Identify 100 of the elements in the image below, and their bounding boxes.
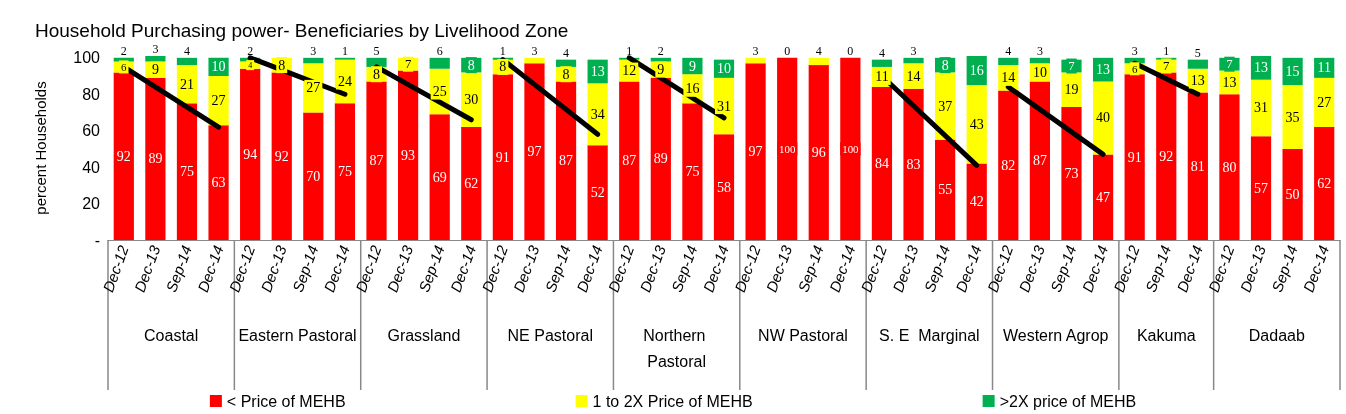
data-label: 92	[274, 148, 289, 164]
data-label: 62	[464, 176, 479, 192]
data-label: 42	[969, 194, 984, 210]
data-label: 94	[243, 146, 258, 162]
y-tick-label: 80	[82, 85, 101, 103]
x-tick-label: Dec-12	[99, 242, 133, 295]
data-label: 2	[247, 43, 254, 58]
data-label: 87	[559, 153, 574, 169]
data-label: 57	[1254, 180, 1269, 196]
data-label: 11	[875, 69, 889, 85]
data-label: 34	[590, 106, 605, 122]
data-label: 70	[306, 168, 321, 184]
text: Coastal	[144, 326, 199, 344]
data-label: 97	[527, 144, 542, 160]
data-label: 21	[179, 76, 194, 92]
x-tick-label: Sep-14	[288, 243, 322, 295]
data-label: 8	[499, 59, 507, 75]
data-label: 8	[562, 66, 570, 82]
chart-title: Household Purchasing power- Beneficiaries by Livelihood Zone	[35, 20, 569, 41]
data-label: 1	[1163, 43, 1170, 58]
x-tick-label: Dec-14	[1299, 243, 1333, 295]
data-label: 31	[717, 98, 731, 114]
data-label: 0	[784, 43, 791, 58]
data-label: 13	[590, 63, 605, 79]
data-label: 4	[1005, 43, 1012, 58]
x-tick-label: Dec-12	[1110, 242, 1143, 295]
text: NE Pastoral	[507, 326, 593, 344]
data-label: 92	[1159, 148, 1174, 164]
data-label: 89	[653, 151, 668, 167]
y-tick-label: 60	[82, 122, 101, 140]
data-label: 13	[1096, 62, 1111, 78]
data-label: 10	[1032, 64, 1047, 80]
x-tick-label: Dec-14	[825, 243, 859, 295]
data-label: 87	[1032, 153, 1047, 169]
data-label: 50	[1285, 186, 1300, 202]
data-label: 4	[183, 43, 190, 58]
data-label: 35	[1285, 109, 1300, 125]
data-label: 16	[969, 63, 984, 79]
data-label: 84	[874, 155, 889, 171]
text: Western Agrop	[1002, 326, 1109, 344]
data-label: 6	[436, 43, 443, 58]
data-label: 27	[211, 93, 226, 109]
data-label: 100	[842, 142, 860, 155]
x-tick-label: Dec-14	[320, 243, 353, 295]
x-tick-label: Dec-14	[1173, 243, 1206, 295]
data-label: 91	[495, 149, 510, 165]
x-tick-label: Sep-14	[1046, 243, 1080, 295]
x-tick-label: Dec-14	[699, 243, 732, 295]
data-label: 7	[1163, 59, 1170, 74]
data-label: 19	[1064, 82, 1079, 98]
data-label: 52	[590, 185, 605, 201]
data-label: 1	[499, 43, 506, 58]
legend-label: < Price of MEHB	[226, 392, 346, 410]
x-tick-label: Sep-14	[415, 243, 448, 295]
data-label: 92	[116, 148, 131, 164]
data-label: 82	[1001, 157, 1016, 173]
data-label: 97	[748, 144, 763, 160]
x-tick-label: Sep-14	[667, 243, 701, 295]
y-tick-label: 100	[73, 49, 101, 67]
data-label: 63	[211, 175, 226, 191]
data-label: 3	[910, 43, 917, 58]
x-tick-label: Dec-14	[194, 243, 227, 295]
data-label: 4	[563, 45, 570, 60]
data-label: 89	[148, 151, 163, 167]
y-tick-label: 20	[82, 195, 101, 213]
data-label: 8	[278, 57, 286, 73]
data-label: 1	[341, 43, 348, 58]
text: Eastern Pastoral	[238, 326, 357, 344]
x-tick-label: Dec-14	[573, 243, 606, 295]
x-tick-label: Dec-12	[225, 242, 259, 295]
data-label: 7	[1226, 57, 1233, 72]
data-label: 0	[847, 43, 854, 58]
data-label: 15	[1285, 63, 1300, 79]
data-label: 9	[151, 62, 159, 78]
data-label: 96	[811, 145, 826, 161]
data-label: 2	[120, 43, 127, 58]
data-label: 30	[464, 92, 479, 108]
data-label: 40	[1096, 110, 1111, 126]
y-tick-label: 40	[82, 158, 101, 176]
data-label: 9	[657, 62, 665, 78]
x-tick-label: Dec-13	[130, 242, 164, 295]
data-label: 6	[1131, 62, 1138, 75]
data-label: 4	[878, 45, 885, 60]
data-label: 87	[369, 153, 384, 169]
x-tick-label: Dec-13	[383, 242, 417, 295]
x-tick-label: Sep-14	[1268, 243, 1301, 295]
x-tick-label: Dec-13	[1015, 242, 1049, 295]
data-label: 3	[310, 43, 317, 58]
text: Grassland	[387, 326, 461, 344]
x-tick-label: Sep-14	[920, 243, 954, 295]
data-label: 8	[467, 57, 475, 73]
text: S. E Marginal	[879, 326, 980, 344]
x-tick-label: Dec-12	[604, 242, 638, 295]
x-tick-label: Sep-14	[794, 243, 827, 295]
text: Kakuma	[1136, 326, 1196, 344]
data-label: 13	[1254, 60, 1269, 76]
data-label: 100	[778, 142, 796, 155]
data-label: 6	[121, 60, 128, 73]
data-label: 3	[1036, 43, 1043, 58]
data-label: 14	[906, 68, 921, 84]
